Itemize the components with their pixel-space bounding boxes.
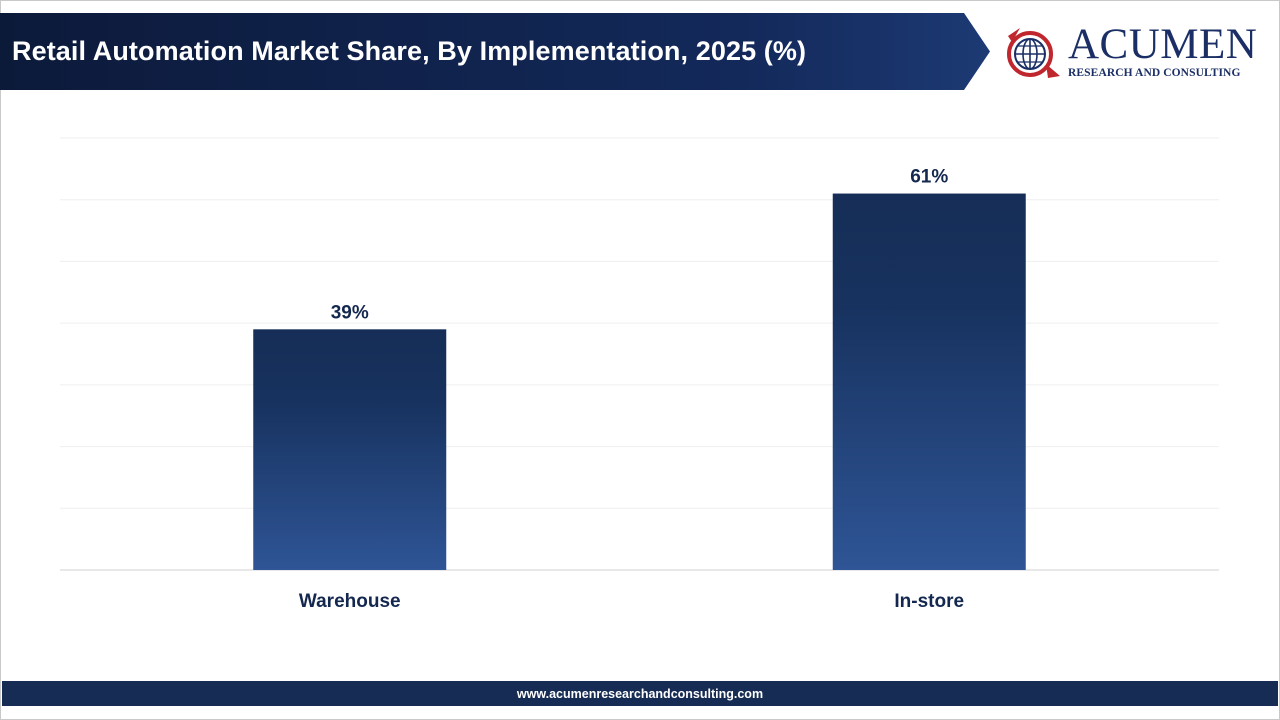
logo-name: ACUMEN bbox=[1068, 21, 1258, 68]
bar-in-store bbox=[832, 193, 1026, 571]
globe-icon bbox=[1007, 28, 1060, 78]
header-banner bbox=[0, 13, 990, 90]
bar-warehouse bbox=[253, 329, 447, 570]
logo-subtitle: RESEARCH AND CONSULTING bbox=[1068, 67, 1241, 79]
page-title: Retail Automation Market Share, By Imple… bbox=[12, 36, 807, 66]
footer-bar: www.acumenresearchandconsulting.com bbox=[2, 681, 1278, 706]
company-logo: ACUMEN RESEARCH AND CONSULTING bbox=[1004, 22, 1274, 84]
x-tick-label: Warehouse bbox=[299, 591, 401, 612]
x-tick-label: In-store bbox=[894, 591, 964, 612]
footer-url: www.acumenresearchandconsulting.com bbox=[516, 686, 764, 701]
data-label: 39% bbox=[331, 302, 369, 323]
data-label: 61% bbox=[910, 167, 948, 188]
chart-gridlines bbox=[60, 137, 1219, 509]
